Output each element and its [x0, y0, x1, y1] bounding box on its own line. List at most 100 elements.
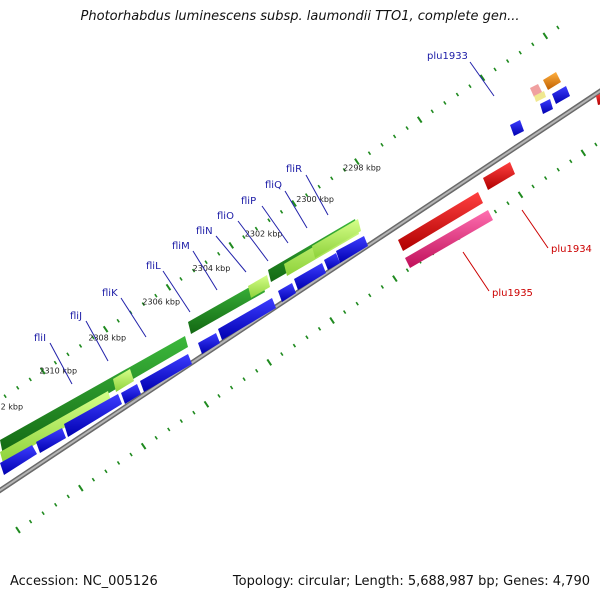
gene-blue-13[interactable]	[540, 99, 553, 114]
minor-tick	[405, 126, 409, 131]
major-tick	[580, 149, 587, 157]
minor-tick	[305, 335, 309, 340]
gene-label-fliN[interactable]: fliN	[196, 226, 247, 273]
label-text: plu1933	[427, 51, 468, 62]
minor-tick	[242, 377, 246, 382]
minor-tick	[154, 293, 158, 298]
gene-label-fliI[interactable]: fliI	[34, 333, 73, 385]
minor-tick	[493, 67, 497, 72]
minor-tick	[28, 519, 33, 524]
gene-blue-7[interactable]	[218, 298, 276, 340]
major-tick	[15, 526, 21, 534]
gene-label-plu1935[interactable]: plu1935	[462, 251, 533, 299]
minor-tick	[430, 109, 434, 114]
minor-tick	[242, 235, 246, 239]
minor-tick	[292, 343, 297, 348]
minor-tick	[254, 226, 259, 231]
gene-red-edge[interactable]	[596, 93, 600, 105]
minor-tick	[405, 268, 410, 273]
gene-blue-5[interactable]	[140, 354, 192, 392]
minor-tick	[229, 385, 234, 390]
minor-tick	[443, 100, 447, 105]
label-text: plu1935	[492, 288, 533, 299]
gene-label-plu1934[interactable]: plu1934	[521, 209, 592, 255]
gene-blue-9[interactable]	[294, 263, 326, 290]
gene-label-fliO[interactable]: fliO	[217, 211, 269, 262]
minor-tick	[66, 494, 70, 499]
minor-tick	[342, 168, 346, 172]
major-tick	[392, 275, 398, 283]
gene-blue-2[interactable]	[36, 428, 66, 453]
gene-track-blue[interactable]	[0, 86, 570, 475]
minor-tick	[16, 385, 20, 390]
gene-blue-8[interactable]	[278, 283, 296, 302]
gene-yellow[interactable]	[534, 91, 546, 102]
minor-tick	[53, 360, 58, 365]
gene-blue-11[interactable]	[336, 236, 368, 263]
label-text: fliN	[196, 226, 213, 237]
gene-blue-3[interactable]	[64, 394, 122, 437]
gene-labels: fliR fliQ fliP fliO fliN fliM fliL fliK	[34, 51, 592, 385]
gene-fli-light3[interactable]	[248, 275, 270, 298]
gene-label-fliP[interactable]: fliP	[241, 196, 289, 244]
major-tick	[266, 358, 273, 366]
gene-track-green[interactable]	[0, 219, 361, 463]
minor-tick	[380, 142, 384, 147]
gene-fli-mid[interactable]	[188, 280, 265, 334]
gene-label-plu1933[interactable]: plu1933	[427, 51, 495, 97]
label-text: fliL	[146, 261, 161, 272]
minor-tick	[66, 352, 70, 357]
gene-blue-4[interactable]	[121, 384, 141, 404]
gene-fli-light1[interactable]	[0, 391, 111, 463]
gene-label-fliR[interactable]: fliR	[286, 164, 329, 216]
minor-tick	[204, 260, 208, 265]
minor-tick	[191, 268, 196, 273]
major-tick	[479, 74, 486, 82]
gene-blue-12[interactable]	[510, 120, 524, 136]
minor-tick	[129, 452, 133, 457]
gene-label-fliL[interactable]: fliL	[146, 261, 191, 313]
gene-plu1935[interactable]	[405, 210, 493, 268]
gene-blue-1[interactable]	[0, 445, 37, 475]
major-tick	[517, 191, 524, 199]
gene-label-fliK[interactable]: fliK	[102, 288, 147, 338]
ruler-label: 2312 kbp	[0, 402, 23, 411]
gene-fli-large[interactable]	[0, 336, 188, 455]
minor-tick	[368, 293, 372, 298]
minor-tick	[279, 209, 284, 214]
label-text: fliI	[34, 333, 46, 344]
gene-plu1934-a[interactable]	[398, 192, 483, 251]
label-text: fliQ	[265, 180, 282, 191]
minor-tick	[569, 159, 573, 164]
major-tick	[40, 367, 46, 375]
ruler-label: 2310 kbp	[39, 366, 77, 375]
label-text: fliP	[241, 196, 256, 207]
minor-tick	[154, 435, 158, 440]
minor-tick	[556, 167, 560, 172]
gene-blue-6[interactable]	[198, 333, 220, 354]
minor-tick	[330, 176, 334, 181]
minor-tick	[280, 352, 284, 356]
outer-tick-row	[3, 25, 560, 399]
major-tick	[542, 32, 549, 40]
ruler-label: 2304 kbp	[193, 264, 231, 273]
gene-orange[interactable]	[543, 72, 561, 90]
minor-tick	[531, 184, 535, 189]
gene-plu1934-b[interactable]	[483, 162, 515, 190]
label-text: fliM	[172, 241, 190, 252]
major-tick	[140, 442, 147, 450]
gene-blue-14[interactable]	[552, 86, 570, 104]
gene-label-fliQ[interactable]: fliQ	[265, 180, 308, 229]
gene-label-fliJ[interactable]: fliJ	[70, 311, 109, 362]
minor-tick	[78, 344, 83, 348]
gene-fli-light5[interactable]	[312, 219, 361, 258]
label-text: plu1934	[551, 244, 592, 255]
label-text: fliK	[102, 288, 118, 299]
topology-summary: Topology: circular; Length: 5,688,987 bp…	[232, 574, 590, 589]
minor-tick	[380, 285, 384, 289]
gene-track-other[interactable]	[398, 72, 600, 268]
gene-label-fliM[interactable]: fliM	[172, 241, 218, 291]
gene-fli-light2[interactable]	[113, 369, 134, 392]
gene-blue-10[interactable]	[324, 253, 340, 270]
